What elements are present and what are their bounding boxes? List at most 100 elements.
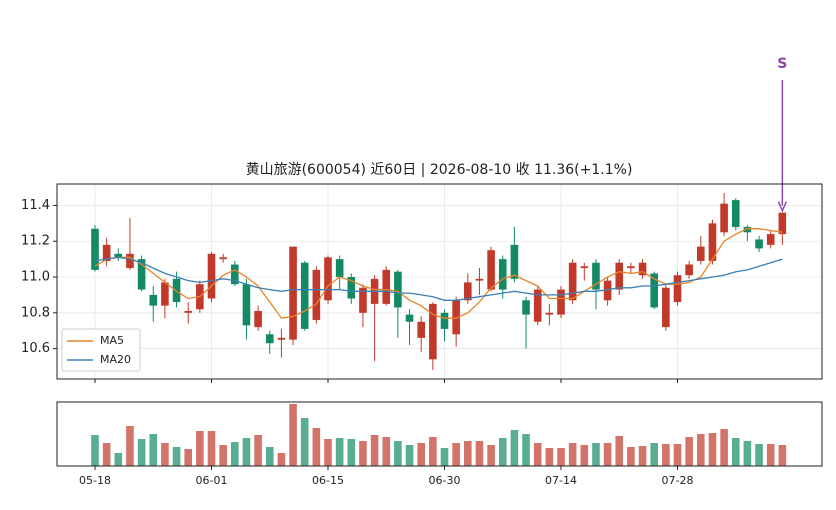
volume-bar	[91, 435, 99, 466]
candle-body	[592, 262, 600, 290]
volume-bar	[685, 437, 693, 466]
candle-body	[673, 275, 682, 303]
plot-frame	[56, 183, 823, 380]
volume-bar	[161, 443, 169, 466]
volume-bar	[487, 445, 495, 466]
candle-body	[697, 246, 705, 261]
candle-body	[382, 269, 391, 304]
candle-body	[207, 253, 216, 299]
candle-body	[557, 289, 565, 315]
volume-bar	[207, 431, 216, 466]
volume-bar	[510, 430, 519, 466]
candle-body	[615, 262, 624, 290]
candle-body	[650, 273, 658, 308]
candle-body	[394, 271, 402, 308]
candle-body	[184, 311, 192, 313]
volume-bar	[347, 439, 356, 466]
candle-body	[231, 264, 239, 285]
volume-frame	[56, 401, 823, 467]
x-tick-label: 07-14	[545, 474, 577, 487]
volume-bar	[755, 444, 763, 466]
x-tick-label: 07-28	[662, 474, 694, 487]
annotation-arrowhead	[777, 201, 788, 213]
volume-bar	[149, 434, 158, 466]
volume-bar	[533, 443, 542, 466]
y-tick-label: 10.6	[21, 341, 50, 356]
volume-bar	[196, 431, 204, 466]
volume-bar	[312, 428, 321, 466]
candle-body	[254, 311, 262, 328]
legend-label: MA20	[100, 353, 131, 366]
volume-bar	[720, 429, 728, 466]
y-tick-label: 11.4	[21, 198, 50, 213]
y-tick-label: 11.0	[21, 270, 50, 285]
candle-body	[522, 300, 530, 315]
candle-body	[627, 266, 635, 269]
candle-body	[580, 266, 589, 269]
volume-bar	[475, 441, 484, 466]
x-tick-label: 05-18	[79, 474, 111, 487]
volume-bar	[417, 443, 425, 466]
candle-body	[219, 257, 227, 260]
volume-bar	[289, 404, 297, 466]
candle-body	[498, 259, 507, 290]
candle-body	[440, 312, 449, 329]
volume-bar	[522, 434, 530, 466]
volume-bar	[394, 441, 402, 466]
candle-body	[731, 200, 740, 227]
volume-bar	[405, 445, 414, 466]
x-tick-label: 06-01	[196, 474, 228, 487]
candle-body	[277, 337, 286, 340]
volume-bar	[114, 453, 123, 466]
candle-body	[91, 228, 99, 270]
volume-bar	[568, 443, 577, 466]
volume-bar	[766, 444, 775, 466]
volume-bar	[102, 443, 111, 466]
annotation-label: S	[777, 56, 787, 72]
candle-body	[265, 334, 274, 344]
volume-bar	[650, 443, 658, 466]
volume-bar	[277, 453, 286, 466]
candle-body	[417, 321, 425, 338]
x-tick-label: 06-15	[312, 474, 344, 487]
candle-body	[242, 284, 251, 326]
candle-body	[137, 259, 146, 290]
candle-body	[720, 203, 728, 233]
volume-bar	[603, 443, 612, 466]
volume-bar	[242, 438, 251, 466]
volume-bar	[324, 439, 332, 466]
candle-body	[324, 257, 332, 301]
legend: MA5 MA20	[61, 328, 141, 372]
candle-body	[708, 223, 717, 261]
volume-bar	[254, 435, 262, 466]
candle-body	[662, 287, 670, 328]
volume-bar	[265, 447, 274, 466]
volume-bar	[697, 434, 705, 466]
volume-bar	[359, 441, 367, 466]
y-tick-label: 11.2	[21, 234, 50, 249]
candle-body	[743, 226, 752, 233]
volume-bar	[743, 441, 752, 466]
volume-bar	[184, 449, 192, 466]
candle-body	[289, 246, 297, 340]
volume-bar	[137, 439, 146, 466]
candle-body	[300, 262, 309, 329]
candle-body	[429, 303, 437, 360]
volume-bar	[382, 437, 391, 466]
volume-bar	[300, 418, 309, 466]
volume-bar	[219, 445, 227, 466]
x-tick-label: 06-30	[429, 474, 461, 487]
candle-body	[755, 239, 763, 249]
candle-body	[766, 234, 775, 245]
candle-body	[568, 262, 577, 301]
candle-body	[359, 287, 367, 313]
chart-title: 黄山旅游(600054) 近60日 | 2026-08-10 收 11.36(+…	[246, 161, 633, 178]
volume-bar	[615, 436, 624, 466]
volume-bar	[592, 443, 600, 466]
candle-body	[603, 280, 612, 301]
candle-body	[464, 282, 472, 301]
volume-bar	[627, 447, 635, 466]
candle-body	[172, 278, 181, 303]
candle-body	[347, 277, 356, 299]
